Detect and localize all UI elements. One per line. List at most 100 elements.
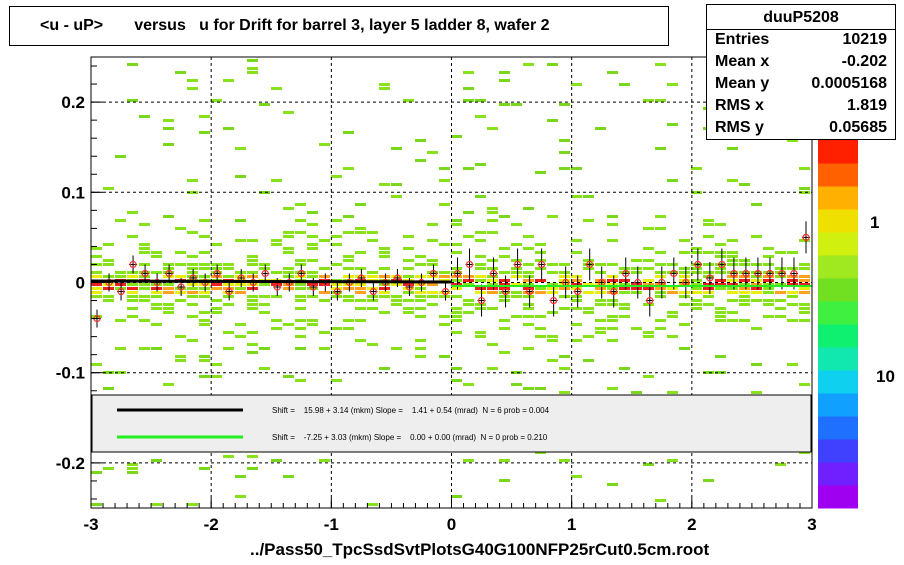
color-scale: 1 10 bbox=[818, 140, 895, 509]
heatmap-cell bbox=[787, 283, 798, 286]
heatmap-cell bbox=[175, 359, 186, 362]
heatmap-cell bbox=[439, 315, 450, 318]
heatmap-cell bbox=[367, 503, 378, 506]
heatmap-cell bbox=[391, 275, 402, 278]
heatmap-cell bbox=[463, 383, 474, 386]
heatmap-cell bbox=[331, 291, 342, 294]
heatmap-cell bbox=[103, 371, 114, 374]
heatmap-cell bbox=[127, 471, 138, 474]
heatmap-cell bbox=[643, 287, 654, 290]
heatmap-cell bbox=[271, 295, 282, 298]
heatmap-cell bbox=[799, 287, 810, 290]
heatmap-cell bbox=[283, 375, 294, 378]
heatmap-cell bbox=[655, 327, 666, 330]
heatmap-cell bbox=[283, 283, 294, 286]
heatmap-cell bbox=[163, 263, 174, 266]
heatmap-cell bbox=[667, 315, 678, 318]
heatmap-cell bbox=[427, 263, 438, 266]
heatmap-cell bbox=[271, 319, 282, 322]
heatmap-cell bbox=[139, 223, 150, 226]
heatmap-cell bbox=[343, 231, 354, 234]
heatmap-cell bbox=[679, 279, 690, 282]
heatmap-cell bbox=[175, 299, 186, 302]
y-tick-label: -0.2 bbox=[56, 454, 85, 473]
heatmap-cell bbox=[799, 283, 810, 286]
heatmap-cell bbox=[727, 279, 738, 282]
heatmap-cell bbox=[343, 275, 354, 278]
heatmap-cell bbox=[535, 251, 546, 254]
heatmap-cell bbox=[739, 283, 750, 286]
heatmap-cell bbox=[691, 279, 702, 282]
heatmap-cell bbox=[547, 339, 558, 342]
heatmap-cell bbox=[547, 311, 558, 314]
heatmap-cell bbox=[655, 99, 666, 102]
heatmap-cell bbox=[415, 263, 426, 266]
heatmap-cell bbox=[619, 303, 630, 306]
heatmap-cell bbox=[151, 323, 162, 326]
heatmap-cell bbox=[343, 167, 354, 170]
heatmap-cell bbox=[739, 271, 750, 274]
color-scale-band bbox=[818, 232, 858, 256]
heatmap-cell bbox=[439, 295, 450, 298]
heatmap-cell bbox=[403, 287, 414, 290]
heatmap-cell bbox=[475, 115, 486, 118]
heatmap-cell bbox=[715, 267, 726, 270]
color-scale-band bbox=[818, 462, 858, 486]
heatmap-cell bbox=[127, 295, 138, 298]
heatmap-cell bbox=[679, 251, 690, 254]
heatmap-cell bbox=[439, 291, 450, 294]
heatmap-cell bbox=[199, 355, 210, 358]
heatmap-cell bbox=[427, 259, 438, 262]
heatmap-cell bbox=[463, 167, 474, 170]
heatmap-cell bbox=[163, 271, 174, 274]
heatmap-cell bbox=[655, 287, 666, 290]
heatmap-cell bbox=[499, 255, 510, 258]
heatmap-cell bbox=[451, 295, 462, 298]
heatmap-cell bbox=[355, 203, 366, 206]
heatmap-cell bbox=[283, 323, 294, 326]
heatmap-cell bbox=[751, 391, 762, 394]
heatmap-cell bbox=[199, 295, 210, 298]
heatmap-cell bbox=[799, 291, 810, 294]
heatmap-cell bbox=[715, 279, 726, 282]
heatmap-cell bbox=[211, 283, 222, 286]
heatmap-cell bbox=[187, 287, 198, 290]
heatmap-cell bbox=[199, 267, 210, 270]
heatmap-cell bbox=[271, 179, 282, 182]
heatmap-cell bbox=[571, 251, 582, 254]
heatmap-cell bbox=[391, 283, 402, 286]
heatmap-cell bbox=[235, 275, 246, 278]
heatmap-cell bbox=[451, 283, 462, 286]
heatmap-cell bbox=[355, 251, 366, 254]
color-scale-band bbox=[818, 370, 858, 394]
heatmap-cell bbox=[115, 275, 126, 278]
profile-point bbox=[513, 260, 522, 269]
heatmap-cell bbox=[559, 307, 570, 310]
heatmap-cell bbox=[175, 275, 186, 278]
heatmap-cell bbox=[763, 283, 774, 286]
heatmap-cell bbox=[643, 463, 654, 466]
heatmap-cell bbox=[583, 283, 594, 286]
heatmap-cell bbox=[187, 295, 198, 298]
heatmap-cell bbox=[91, 471, 102, 474]
heatmap-cell bbox=[559, 271, 570, 274]
heatmap-cell bbox=[451, 243, 462, 246]
heatmap-cell bbox=[247, 287, 258, 290]
heatmap-cell bbox=[715, 355, 726, 358]
profile-point bbox=[225, 287, 233, 296]
heatmap-cell bbox=[523, 323, 534, 326]
heatmap-cell bbox=[595, 299, 606, 302]
x-tick-label: 2 bbox=[687, 515, 696, 534]
heatmap-cell bbox=[475, 239, 486, 242]
heatmap-cell bbox=[427, 271, 438, 274]
heatmap-cell bbox=[235, 283, 246, 286]
heatmap-cell bbox=[547, 359, 558, 362]
heatmap-cell bbox=[259, 283, 270, 286]
heatmap-cell bbox=[187, 191, 198, 194]
y-tick-label: -0.1 bbox=[56, 364, 85, 383]
heatmap-cell bbox=[763, 279, 774, 282]
heatmap-cell bbox=[655, 147, 666, 150]
heatmap-cell bbox=[607, 223, 618, 226]
heatmap-cell bbox=[559, 367, 570, 370]
heatmap-cell bbox=[163, 127, 174, 130]
